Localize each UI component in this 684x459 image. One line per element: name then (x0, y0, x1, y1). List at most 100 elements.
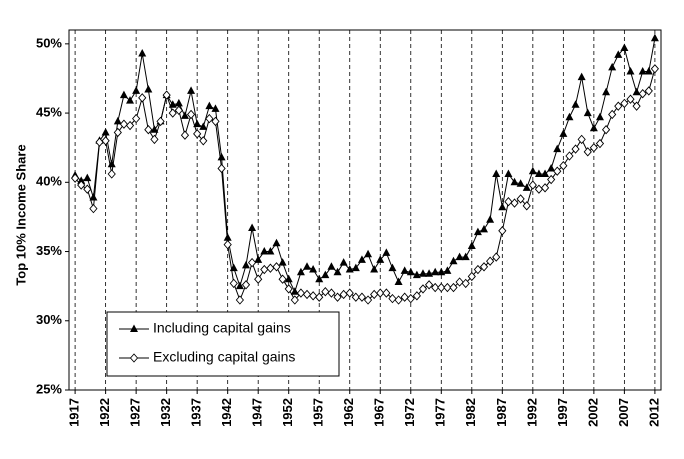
marker (583, 108, 592, 117)
marker (284, 284, 293, 294)
legend-box (106, 311, 340, 377)
marker (412, 270, 421, 279)
marker (449, 282, 458, 293)
marker (638, 89, 647, 99)
marker (315, 292, 324, 302)
marker (644, 86, 653, 96)
x-tick-label: 1947 (250, 398, 265, 427)
marker (394, 277, 403, 285)
marker (492, 169, 501, 177)
marker (284, 274, 293, 283)
marker (193, 129, 202, 139)
marker (644, 67, 653, 75)
marker (571, 100, 580, 108)
marker (260, 247, 269, 255)
x-tick-label: 1937 (189, 398, 204, 427)
marker (406, 267, 415, 276)
marker (266, 247, 275, 255)
marker (626, 94, 635, 104)
marker (638, 67, 647, 75)
marker (553, 144, 562, 153)
marker (351, 263, 360, 272)
marker (186, 109, 196, 120)
marker (199, 122, 208, 130)
marker (528, 180, 537, 190)
x-tick-label: 1922 (97, 398, 112, 427)
x-tick-label: 1932 (158, 398, 173, 427)
marker (382, 288, 391, 298)
x-tick-label: 2012 (646, 398, 661, 427)
marker (473, 227, 482, 236)
x-tick-label: 1972 (402, 398, 417, 427)
marker (602, 87, 611, 96)
marker (83, 173, 92, 182)
marker (632, 87, 641, 96)
marker (516, 194, 525, 204)
marker (339, 258, 348, 266)
marker (388, 263, 397, 272)
marker (363, 295, 373, 305)
plot-frame (68, 29, 662, 391)
marker (608, 109, 617, 120)
marker (125, 120, 135, 131)
marker (162, 90, 171, 100)
marker (461, 252, 470, 261)
marker (89, 193, 98, 201)
marker (376, 288, 385, 298)
marker (119, 90, 128, 99)
marker (101, 127, 110, 136)
marker (235, 295, 244, 305)
marker (534, 184, 544, 194)
marker (254, 255, 263, 263)
x-tick-label: 1997 (555, 398, 570, 427)
marker (601, 125, 611, 135)
marker (412, 291, 421, 301)
marker (132, 113, 141, 124)
marker (443, 282, 452, 293)
marker (498, 202, 507, 211)
marker (443, 266, 452, 274)
marker (205, 101, 214, 110)
marker (370, 265, 379, 273)
marker (406, 293, 415, 304)
marker (455, 252, 464, 261)
marker (608, 62, 617, 71)
x-tick-label: 1992 (524, 398, 539, 427)
marker (229, 278, 238, 289)
y-tick-label: 35% (36, 243, 62, 258)
marker (632, 101, 641, 111)
marker (217, 152, 226, 161)
marker (290, 295, 299, 305)
marker (504, 169, 513, 177)
marker (424, 280, 434, 290)
x-tick-label: 1957 (311, 398, 326, 427)
marker (290, 287, 299, 295)
marker (107, 169, 116, 179)
marker (541, 169, 550, 177)
marker (309, 291, 318, 301)
marker (522, 183, 531, 191)
marker (321, 270, 330, 279)
marker (302, 289, 312, 300)
marker (247, 257, 257, 268)
series-line (74, 68, 656, 302)
marker (418, 269, 427, 277)
marker (89, 203, 98, 214)
marker (126, 96, 135, 104)
marker (211, 104, 220, 112)
marker (449, 256, 458, 265)
marker (589, 143, 598, 153)
marker (130, 324, 138, 332)
marker (614, 101, 623, 111)
marker (333, 292, 342, 302)
marker (345, 288, 354, 298)
marker (296, 267, 305, 276)
marker (205, 113, 214, 124)
marker (486, 215, 495, 223)
marker (321, 287, 330, 297)
marker (266, 263, 275, 273)
marker (595, 138, 605, 149)
marker (571, 144, 580, 154)
x-tick-label: 2002 (585, 398, 600, 427)
marker (113, 127, 122, 138)
